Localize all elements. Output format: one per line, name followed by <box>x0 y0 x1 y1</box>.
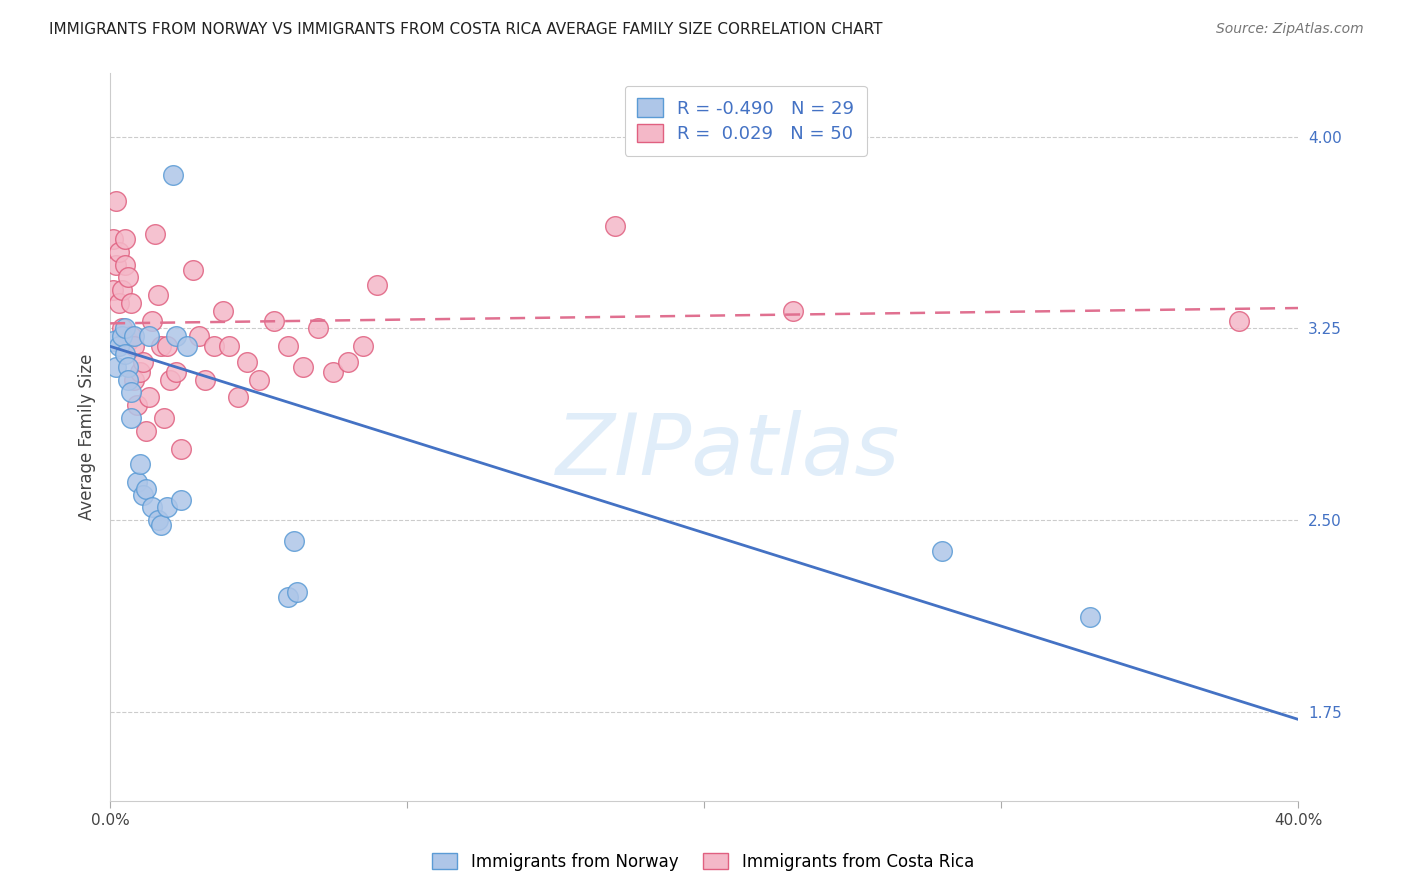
Point <box>170 492 193 507</box>
Point <box>101 232 124 246</box>
Point <box>114 258 136 272</box>
Point <box>181 262 204 277</box>
Point <box>111 321 134 335</box>
Point <box>101 283 124 297</box>
Point <box>101 334 124 349</box>
Point <box>138 329 160 343</box>
Point <box>212 303 235 318</box>
Point <box>108 339 131 353</box>
Point <box>176 339 198 353</box>
Point <box>128 457 150 471</box>
Legend: R = -0.490   N = 29, R =  0.029   N = 50: R = -0.490 N = 29, R = 0.029 N = 50 <box>624 86 866 156</box>
Point <box>138 391 160 405</box>
Point <box>352 339 374 353</box>
Point <box>236 354 259 368</box>
Point <box>120 329 142 343</box>
Point <box>149 339 172 353</box>
Point <box>292 359 315 374</box>
Point <box>141 500 163 515</box>
Point <box>155 339 177 353</box>
Point <box>285 584 308 599</box>
Point <box>149 518 172 533</box>
Point <box>120 410 142 425</box>
Point <box>366 278 388 293</box>
Point <box>132 354 155 368</box>
Point <box>159 373 181 387</box>
Point <box>117 270 139 285</box>
Point <box>141 314 163 328</box>
Point <box>122 329 145 343</box>
Point <box>277 590 299 604</box>
Point <box>162 168 184 182</box>
Point <box>114 321 136 335</box>
Point <box>117 373 139 387</box>
Text: Source: ZipAtlas.com: Source: ZipAtlas.com <box>1216 22 1364 37</box>
Point <box>122 339 145 353</box>
Point <box>146 513 169 527</box>
Point <box>165 365 187 379</box>
Point <box>218 339 240 353</box>
Point <box>1078 610 1101 624</box>
Point <box>108 296 131 310</box>
Point <box>155 500 177 515</box>
Point <box>247 373 270 387</box>
Point <box>931 543 953 558</box>
Point <box>117 334 139 349</box>
Point <box>125 398 148 412</box>
Point <box>194 373 217 387</box>
Y-axis label: Average Family Size: Average Family Size <box>79 354 96 520</box>
Point <box>120 385 142 400</box>
Point <box>603 219 626 234</box>
Point <box>1227 314 1250 328</box>
Point <box>146 288 169 302</box>
Point <box>125 475 148 489</box>
Point <box>336 354 359 368</box>
Point <box>135 424 157 438</box>
Point <box>111 329 134 343</box>
Point <box>143 227 166 241</box>
Point <box>114 347 136 361</box>
Point <box>135 483 157 497</box>
Point <box>108 244 131 259</box>
Point <box>202 339 225 353</box>
Point <box>188 329 211 343</box>
Point <box>120 296 142 310</box>
Point <box>111 283 134 297</box>
Point <box>132 487 155 501</box>
Point <box>307 321 329 335</box>
Point <box>122 373 145 387</box>
Point <box>782 303 804 318</box>
Point <box>105 359 128 374</box>
Point <box>170 442 193 456</box>
Point <box>165 329 187 343</box>
Point <box>117 359 139 374</box>
Point <box>322 365 344 379</box>
Point <box>263 314 285 328</box>
Point <box>128 365 150 379</box>
Text: IMMIGRANTS FROM NORWAY VS IMMIGRANTS FROM COSTA RICA AVERAGE FAMILY SIZE CORRELA: IMMIGRANTS FROM NORWAY VS IMMIGRANTS FRO… <box>49 22 883 37</box>
Text: ZIPatlas: ZIPatlas <box>555 410 900 493</box>
Point <box>277 339 299 353</box>
Point <box>283 533 305 548</box>
Legend: Immigrants from Norway, Immigrants from Costa Rica: Immigrants from Norway, Immigrants from … <box>423 845 983 880</box>
Point <box>105 258 128 272</box>
Point <box>152 410 174 425</box>
Point <box>105 194 128 208</box>
Point <box>226 391 249 405</box>
Point <box>114 232 136 246</box>
